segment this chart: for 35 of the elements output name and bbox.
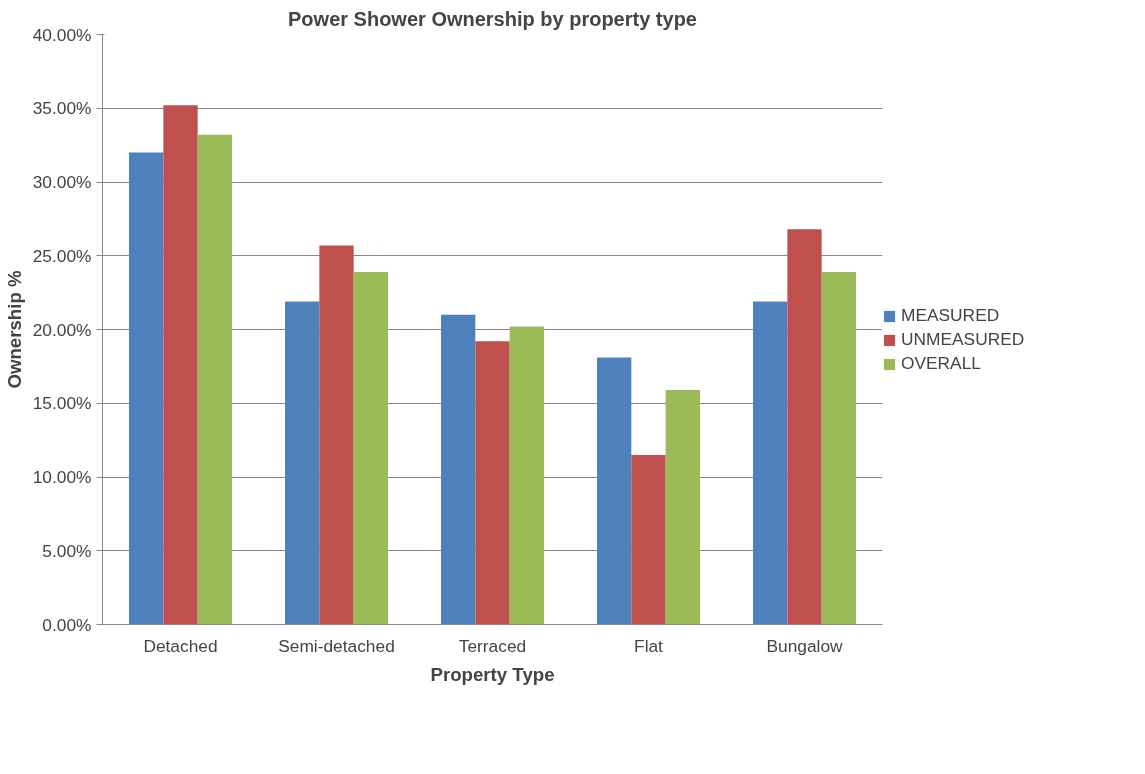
bar xyxy=(163,105,198,625)
bar xyxy=(129,152,164,625)
legend-label: UNMEASURED xyxy=(901,329,1025,350)
x-tick-label: Detached xyxy=(143,635,218,656)
x-tick-label: Flat xyxy=(634,635,664,656)
bar xyxy=(197,134,232,625)
y-axis-title: Ownership % xyxy=(3,270,25,389)
bar xyxy=(285,301,320,625)
x-tick-label: Semi-detached xyxy=(278,635,395,656)
bar xyxy=(353,271,388,625)
y-tick-label: 35.00% xyxy=(32,98,92,119)
bar xyxy=(753,301,788,625)
bar xyxy=(441,314,476,625)
y-tick-label: 40.00% xyxy=(32,24,92,45)
chart-title: Power Shower Ownership by property type xyxy=(288,7,697,30)
x-axis-title: Property Type xyxy=(430,663,555,685)
bar xyxy=(787,229,822,625)
bar xyxy=(319,245,354,625)
bar xyxy=(597,357,632,625)
legend-label: MEASURED xyxy=(901,305,1000,326)
bar xyxy=(509,326,544,625)
bar xyxy=(665,389,700,625)
x-tick-label: Terraced xyxy=(458,635,527,656)
bar xyxy=(475,341,510,625)
bar xyxy=(631,454,666,625)
x-tick-label: Bungalow xyxy=(766,635,844,656)
y-tick-label: 20.00% xyxy=(32,319,92,340)
legend-label: OVERALL xyxy=(901,353,981,374)
y-tick-label: 0.00% xyxy=(42,614,92,635)
y-tick-label: 15.00% xyxy=(32,393,92,414)
y-tick-label: 5.00% xyxy=(42,540,92,561)
y-tick-label: 10.00% xyxy=(32,467,92,487)
bar xyxy=(821,271,856,625)
y-tick-label: 25.00% xyxy=(32,245,92,266)
y-tick-label: 30.00% xyxy=(32,172,92,192)
